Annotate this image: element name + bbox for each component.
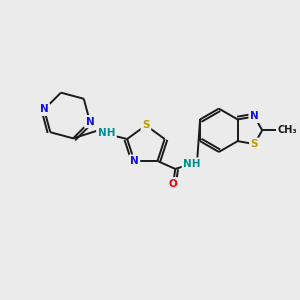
- Text: CH₃: CH₃: [277, 125, 297, 135]
- Text: N: N: [250, 112, 259, 122]
- Text: NH: NH: [98, 128, 115, 138]
- Text: NH: NH: [183, 159, 201, 169]
- Text: S: S: [142, 120, 150, 130]
- Text: S: S: [250, 139, 258, 149]
- Text: N: N: [130, 156, 139, 166]
- Text: O: O: [169, 179, 178, 189]
- Text: N: N: [85, 117, 94, 127]
- Text: N: N: [40, 104, 49, 114]
